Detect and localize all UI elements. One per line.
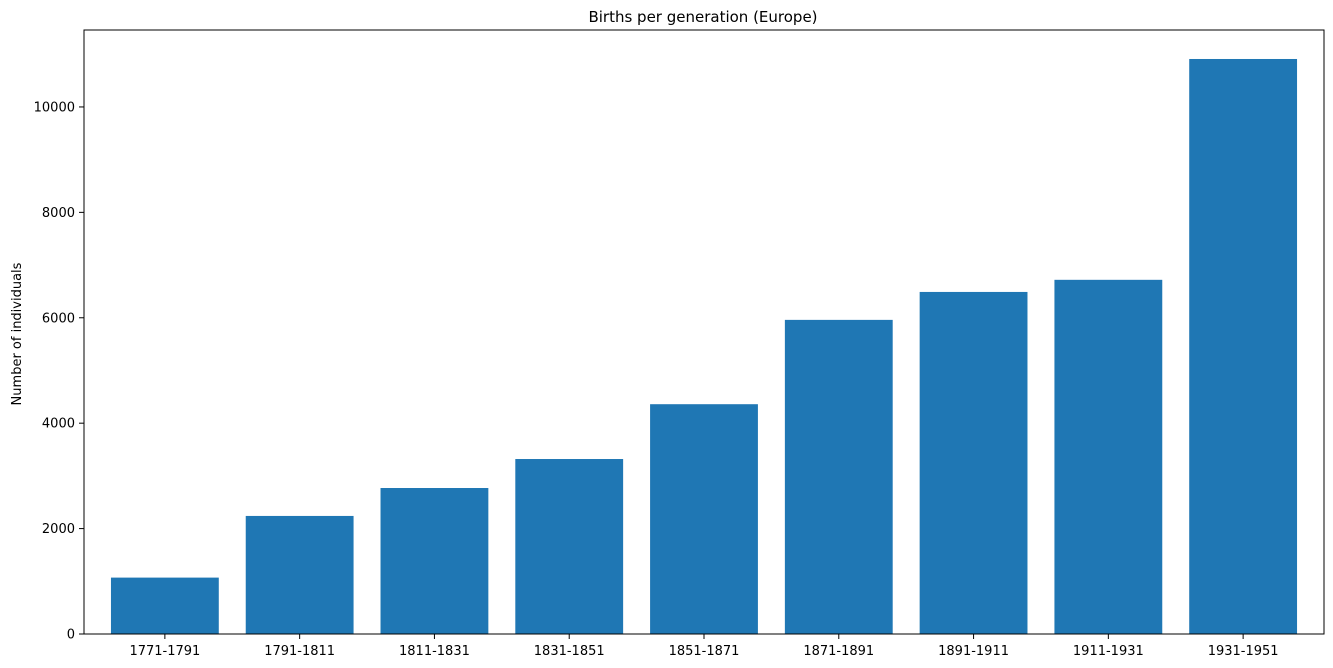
- bar-1891-1911: [919, 291, 1028, 634]
- y-tick-label: 2000: [42, 522, 75, 537]
- x-axis: 1771-1791 1791-1811 1811-1831 1831-1851 1851…: [129, 634, 1279, 659]
- bars-group: [110, 58, 1298, 634]
- bar-1851-1871: [650, 404, 758, 634]
- y-tick-label: 4000: [42, 417, 75, 432]
- y-axis-label: Number of individuals: [10, 262, 25, 405]
- chart-title: Births per generation (Europe): [588, 8, 817, 26]
- x-tick-label: 1871-1891: [803, 644, 874, 659]
- bar-1871-1891: [784, 319, 893, 634]
- y-tick-label: 10000: [34, 100, 75, 115]
- bar-1831-1851: [515, 459, 624, 634]
- bar-1791-1811: [245, 515, 354, 634]
- y-axis: 0 2000 4000 6000 8000 10000: [34, 100, 84, 643]
- bar-1811-1831: [380, 488, 489, 634]
- x-tick-label: 1911-1931: [1073, 644, 1144, 659]
- x-tick-label: 1771-1791: [129, 644, 200, 659]
- bar-1771-1791: [110, 577, 219, 634]
- x-tick-label: 1811-1831: [399, 644, 470, 659]
- bar-1911-1931: [1054, 279, 1163, 634]
- x-tick-label: 1791-1811: [264, 644, 335, 659]
- x-tick-label: 1891-1911: [938, 644, 1009, 659]
- y-tick-label: 0: [67, 628, 75, 643]
- plot-frame: [83, 29, 1325, 635]
- x-tick-label: 1831-1851: [534, 644, 605, 659]
- bar-1931-1951: [1189, 58, 1298, 634]
- y-tick-label: 6000: [42, 311, 75, 326]
- y-tick-label: 8000: [42, 206, 75, 221]
- x-tick-label: 1931-1951: [1208, 644, 1279, 659]
- x-tick-label: 1851-1871: [669, 644, 740, 659]
